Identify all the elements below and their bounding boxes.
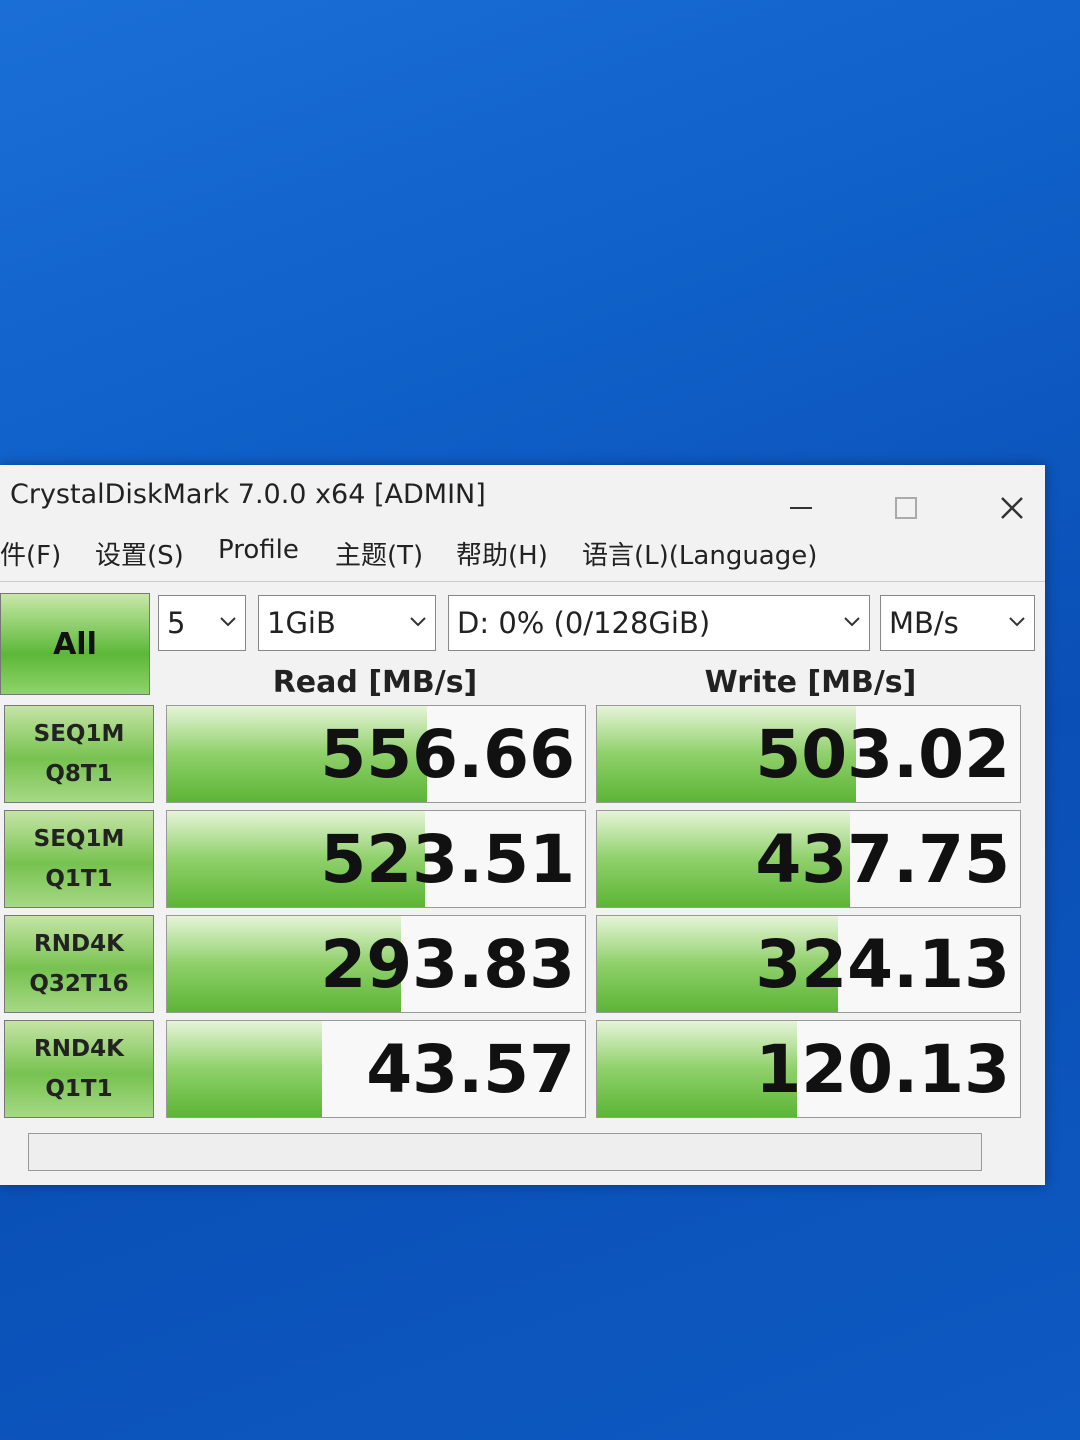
label-line: Q1T1	[45, 866, 113, 892]
status-bar	[28, 1133, 982, 1171]
read-bar	[167, 916, 402, 1012]
read-value: 556.66	[320, 715, 575, 793]
count-select[interactable]: 5	[158, 595, 246, 651]
read-cell: 43.57	[166, 1020, 586, 1118]
write-cell: 324.13	[596, 915, 1021, 1013]
app-window: CrystalDiskMark 7.0.0 x64 [ADMIN] 件(F) 设置…	[0, 465, 1045, 1185]
write-value: 120.13	[755, 1030, 1010, 1108]
write-value: 437.75	[755, 820, 1010, 898]
read-header: Read [MB/s]	[272, 665, 478, 700]
unit-select[interactable]: MB/s	[880, 595, 1035, 651]
label-line: SEQ1M	[33, 826, 125, 852]
drive-select[interactable]: D: 0% (0/128GiB)	[448, 595, 870, 651]
read-value: 43.57	[366, 1030, 575, 1108]
read-bar	[167, 706, 428, 802]
menu-bar: 件(F) 设置(S) Profile 主题(T) 帮助(H) 语言(L)(Language…	[0, 531, 1045, 582]
read-cell: 556.66	[166, 705, 586, 803]
label-line: Q8T1	[45, 761, 113, 787]
read-bar	[167, 1021, 323, 1117]
write-bar	[597, 916, 838, 1012]
menu-item[interactable]: 帮助(H)	[456, 541, 548, 571]
read-value: 523.51	[320, 820, 575, 898]
count-value: 5	[167, 606, 186, 640]
write-value: 503.02	[755, 715, 1010, 793]
test-label[interactable]: SEQ1M Q8T1	[4, 705, 154, 803]
unit-value: MB/s	[889, 606, 959, 640]
menu-item[interactable]: 设置(S)	[95, 541, 184, 571]
menu-item[interactable]: Profile	[218, 535, 299, 565]
write-bar	[597, 1021, 797, 1117]
label-line: RND4K	[34, 931, 124, 957]
label-line: SEQ1M	[33, 721, 125, 747]
read-cell: 293.83	[166, 915, 586, 1013]
menu-item[interactable]: 件(F)	[0, 541, 62, 571]
drive-value: D: 0% (0/128GiB)	[457, 606, 711, 640]
write-header: Write [MB/s]	[704, 665, 917, 700]
menu-item[interactable]: 语言(L)(Language)	[582, 541, 818, 571]
read-value: 293.83	[320, 925, 575, 1003]
test-label[interactable]: SEQ1M Q1T1	[4, 810, 154, 908]
menu-item[interactable]: 主题(T)	[335, 541, 424, 571]
size-select[interactable]: 1GiB	[258, 595, 436, 651]
label-line: Q1T1	[45, 1076, 113, 1102]
read-cell: 523.51	[166, 810, 586, 908]
test-label[interactable]: RND4K Q1T1	[4, 1020, 154, 1118]
write-cell: 503.02	[596, 705, 1021, 803]
close-icon[interactable]	[1001, 497, 1023, 519]
write-value: 324.13	[755, 925, 1010, 1003]
window-controls	[790, 497, 1023, 519]
window-title: CrystalDiskMark 7.0.0 x64 [ADMIN]	[10, 479, 486, 510]
read-bar	[167, 811, 425, 907]
label-line: RND4K	[34, 1036, 124, 1062]
write-bar	[597, 811, 851, 907]
write-cell: 437.75	[596, 810, 1021, 908]
all-button[interactable]: All	[0, 593, 150, 695]
maximize-icon[interactable]	[895, 497, 917, 519]
size-value: 1GiB	[267, 606, 336, 640]
label-line: Q32T16	[29, 971, 129, 997]
test-label[interactable]: RND4K Q32T16	[4, 915, 154, 1013]
write-cell: 120.13	[596, 1020, 1021, 1118]
write-bar	[597, 706, 857, 802]
